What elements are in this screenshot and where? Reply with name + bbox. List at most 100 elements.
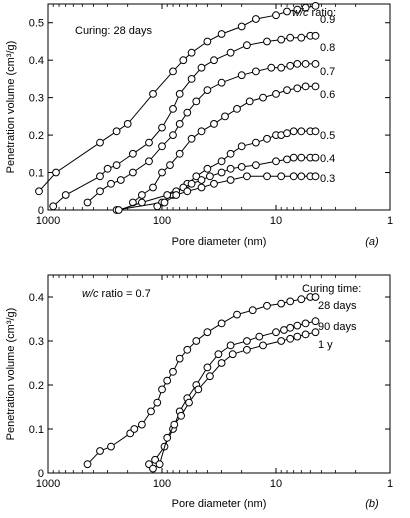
data-point — [286, 323, 295, 332]
x-tick-label: 100 — [153, 478, 171, 490]
data-point — [158, 142, 166, 151]
data-point — [263, 301, 271, 310]
data-point — [252, 67, 260, 76]
data-point — [217, 157, 226, 166]
data-point — [187, 179, 196, 188]
data-point — [129, 149, 137, 158]
panel-a-xlabel: Pore diameter (nm) — [172, 236, 267, 248]
data-point — [96, 447, 104, 455]
series-28-days: 28 days — [83, 293, 357, 469]
data-point — [153, 202, 162, 211]
panel-a-ylabel: Penetration volume (cm³/g) — [5, 41, 17, 174]
data-point — [243, 172, 251, 181]
data-point — [166, 161, 174, 170]
series-90-days: 90 days — [145, 317, 357, 469]
data-point — [293, 84, 302, 93]
data-point — [297, 127, 306, 136]
data-point — [107, 179, 115, 188]
series-label: 90 days — [318, 321, 357, 333]
data-point — [217, 359, 226, 367]
data-point — [158, 168, 166, 177]
data-point — [163, 376, 172, 385]
data-point — [169, 367, 177, 376]
series-0.8: 0.8 — [49, 31, 335, 211]
data-point — [286, 33, 295, 42]
data-point — [263, 37, 271, 46]
data-point — [259, 341, 267, 350]
data-point — [272, 90, 280, 98]
data-point — [203, 328, 212, 337]
data-point — [237, 22, 246, 31]
data-point — [187, 48, 196, 57]
data-point — [138, 198, 146, 207]
data-point — [217, 30, 226, 38]
data-point — [226, 176, 235, 184]
data-point — [96, 187, 104, 196]
panel-b-xlabel: Pore diameter (nm) — [172, 498, 267, 510]
data-point — [203, 86, 212, 94]
series-label: 0.7 — [320, 66, 335, 78]
x-tick-label: 1000 — [36, 215, 60, 227]
panel-a-legend-title: w/c ratio: — [292, 7, 336, 19]
data-point — [175, 120, 184, 128]
data-point — [245, 97, 254, 106]
data-point — [233, 310, 241, 319]
data-point — [217, 168, 226, 177]
series-label: 0.9 — [320, 14, 335, 26]
data-point — [311, 127, 320, 136]
data-point — [96, 138, 104, 147]
data-point — [197, 63, 206, 72]
data-point — [192, 172, 201, 181]
data-point — [267, 63, 276, 72]
data-point — [206, 372, 214, 381]
data-point — [187, 134, 196, 143]
data-point — [226, 164, 235, 173]
panel-a-plot-frame — [47, 3, 391, 211]
x-tick-label: 1 — [387, 215, 393, 227]
data-point — [283, 7, 291, 16]
data-point — [277, 35, 286, 44]
data-point — [311, 60, 320, 68]
data-point — [35, 187, 43, 196]
data-point — [277, 337, 286, 345]
data-point — [252, 15, 260, 23]
data-point — [226, 149, 235, 158]
data-point — [49, 202, 58, 211]
series-1-y: 1 y — [149, 328, 333, 473]
data-point — [83, 198, 92, 207]
data-point — [293, 60, 302, 68]
data-point — [155, 460, 164, 469]
data-point — [123, 120, 132, 128]
data-point — [263, 172, 271, 181]
data-point — [153, 398, 162, 407]
data-point — [293, 5, 302, 14]
data-point — [194, 385, 203, 394]
data-point — [149, 183, 157, 192]
data-point — [210, 179, 218, 188]
y-tick-label: 0.1 — [29, 424, 44, 436]
x-tick-label: 1000 — [36, 478, 60, 490]
data-point — [311, 31, 320, 40]
data-point — [272, 328, 280, 337]
data-point — [289, 172, 298, 181]
data-point — [301, 319, 310, 328]
panel-b-legend-title: Curing time: — [302, 283, 361, 295]
y-tick-label: 0.2 — [29, 130, 44, 142]
panel-a-annotation: Curing: 28 days — [75, 25, 153, 37]
panel-b-ylabel: Penetration volume (cm³/g) — [5, 308, 17, 441]
x-tick-label: 10 — [270, 478, 282, 490]
data-point — [233, 105, 241, 113]
data-point — [293, 321, 302, 330]
data-point — [145, 157, 153, 166]
data-point — [263, 134, 271, 143]
data-point — [286, 334, 295, 343]
data-point — [175, 354, 184, 363]
data-point — [277, 299, 286, 308]
x-tick-label: 100 — [153, 215, 171, 227]
data-point — [217, 319, 226, 328]
data-point — [177, 411, 186, 420]
data-point — [149, 464, 157, 473]
data-point — [185, 398, 193, 407]
series-0.9: 0.9 — [35, 2, 335, 196]
data-point — [252, 138, 260, 147]
